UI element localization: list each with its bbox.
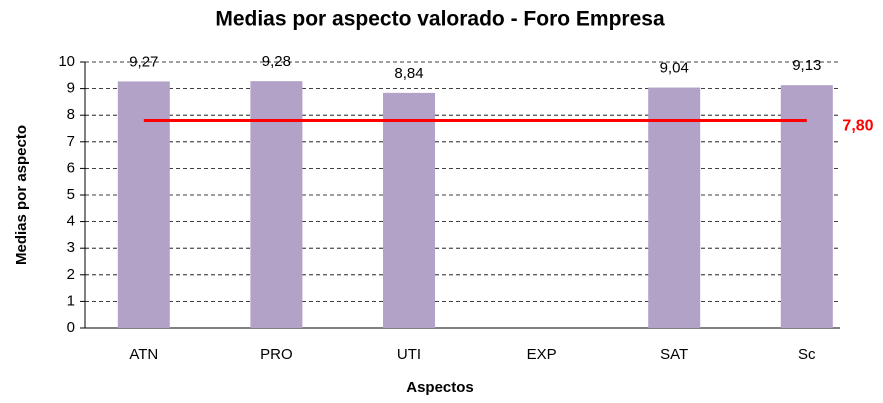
bar [780,85,833,328]
y-tick-label: 5 [67,186,75,203]
data-label: 9,28 [262,53,291,70]
y-tick-label: 1 [67,292,75,309]
x-tick-label: PRO [260,346,293,363]
bar [648,87,701,328]
data-label: 9,13 [792,57,821,74]
y-axis-title: Medias por aspecto [13,125,30,265]
y-tick-label: 4 [67,213,75,230]
x-tick-label: Sc [798,346,816,363]
x-tick-label: EXP [527,346,557,363]
y-tick-label: 2 [67,266,75,283]
data-label: 8,84 [394,65,423,82]
y-tick-label: 7 [67,133,75,150]
data-label: 9,27 [129,53,158,70]
chart-title: Medias por aspecto valorado - Foro Empre… [215,8,665,31]
y-tick-label: 0 [67,319,75,336]
bar [383,92,435,328]
x-tick-label: SAT [660,346,688,363]
reference-label: 7,80 [842,118,873,135]
y-tick-label: 9 [67,80,75,97]
y-tick-label: 6 [67,159,75,176]
y-tick-label: 3 [67,239,75,256]
y-tick-label: 10 [58,53,75,70]
x-tick-label: ATN [129,346,158,363]
x-tick-label: UTI [397,346,421,363]
bar [117,81,170,328]
y-tick-label: 8 [67,106,75,123]
bar [250,81,303,328]
data-label: 9,04 [660,60,689,77]
x-axis-title: Aspectos [406,379,474,396]
